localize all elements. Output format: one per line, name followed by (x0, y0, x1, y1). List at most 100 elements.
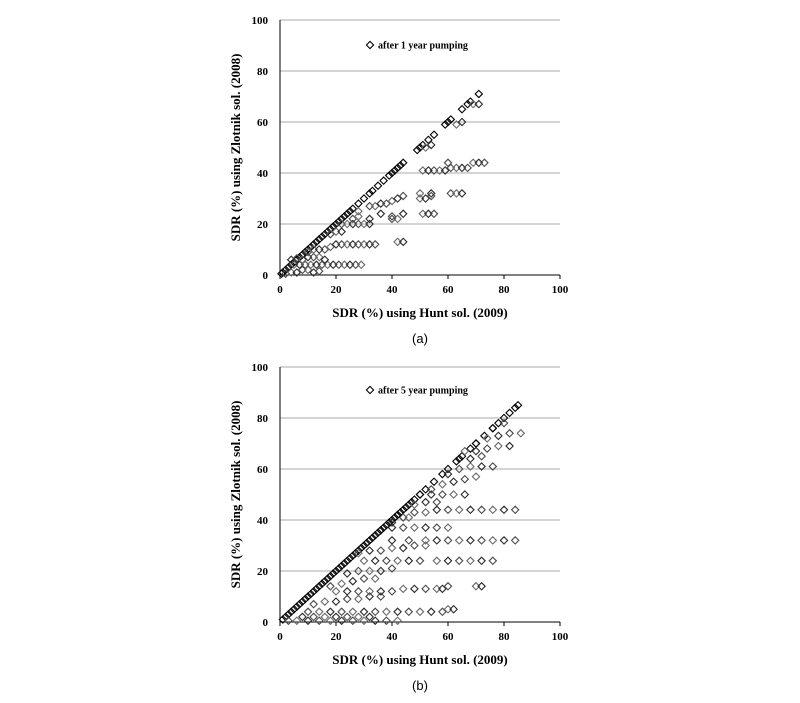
data-point (421, 497, 430, 507)
data-point (443, 604, 453, 614)
data-point (432, 497, 442, 507)
data-point (345, 553, 355, 563)
data-point (348, 204, 358, 214)
data-point (488, 505, 498, 515)
data-point (281, 265, 290, 275)
data-point (348, 240, 358, 249)
data-point (337, 561, 346, 571)
y-tick-label: 80 (257, 66, 269, 78)
data-point (429, 166, 439, 175)
data-point (387, 587, 397, 596)
data-point (471, 446, 481, 456)
data-point (306, 260, 316, 270)
data-point (359, 541, 369, 550)
data-point (429, 477, 439, 487)
y-axis-title: SDR (%) using Zlotnik sol. (2008) (228, 54, 243, 242)
data-point (359, 219, 369, 229)
data-point (354, 240, 363, 249)
data-point (331, 597, 341, 606)
data-point (359, 194, 369, 203)
x-axis-title: SDR (%) using Hunt sol. (2009) (332, 305, 508, 320)
data-point (303, 616, 313, 626)
data-point (340, 558, 349, 568)
data-point (398, 543, 408, 553)
data-point (443, 469, 453, 479)
y-tick-label: 20 (257, 219, 269, 231)
x-tick-label: 80 (499, 631, 511, 643)
data-point (432, 584, 442, 594)
data-point (376, 546, 386, 555)
data-point (468, 158, 478, 168)
data-point (412, 145, 422, 155)
data-point (314, 266, 324, 276)
data-point (393, 510, 402, 520)
data-point (494, 431, 503, 441)
data-point (326, 571, 335, 581)
data-point (337, 214, 346, 224)
data-point (298, 612, 307, 622)
data-point (312, 237, 321, 247)
data-point (471, 439, 481, 448)
data-point (393, 237, 402, 247)
data-point (421, 523, 430, 533)
data-point (348, 576, 358, 586)
data-point (429, 130, 439, 140)
data-point (342, 612, 352, 622)
data-point (398, 237, 408, 247)
data-point (513, 400, 523, 410)
data-point (298, 250, 307, 259)
data-point (393, 163, 402, 173)
data-point (477, 505, 486, 515)
data-point (454, 464, 464, 474)
data-point (354, 587, 363, 596)
data-point (376, 199, 386, 208)
data-point (443, 556, 453, 566)
data-point (370, 530, 380, 540)
data-point (376, 592, 386, 601)
data-point (499, 413, 509, 423)
data-point (421, 541, 430, 550)
data-point (359, 607, 369, 617)
data-point (326, 242, 335, 252)
data-point (292, 254, 302, 263)
data-point (342, 219, 352, 229)
data-point (348, 616, 358, 626)
data-point (418, 166, 428, 175)
legend-marker (365, 40, 375, 50)
data-point (354, 199, 363, 208)
data-point (463, 99, 472, 109)
y-tick-label: 100 (252, 362, 269, 374)
data-point (328, 569, 338, 578)
data-point (337, 227, 346, 237)
data-point (415, 607, 425, 617)
data-point (443, 464, 453, 474)
data-point (317, 579, 327, 589)
data-point (505, 428, 514, 438)
data-point (398, 191, 408, 201)
data-point (351, 548, 360, 558)
data-point (382, 520, 391, 530)
data-point (373, 181, 383, 191)
y-tick-label: 40 (257, 515, 269, 527)
data-point (510, 505, 520, 515)
data-point (410, 500, 419, 510)
data-point (477, 451, 486, 461)
data-point (477, 581, 486, 591)
y-tick-label: 20 (257, 566, 269, 578)
data-point (454, 505, 464, 515)
data-point (387, 536, 397, 545)
data-point (323, 574, 332, 584)
data-point (404, 556, 414, 566)
data-point (337, 616, 346, 626)
data-point (468, 99, 478, 109)
data-point (331, 566, 341, 576)
data-point (438, 469, 447, 479)
x-tick-label: 0 (277, 631, 283, 643)
data-point (488, 556, 498, 566)
data-point (359, 556, 369, 566)
data-point (443, 117, 453, 127)
data-point (376, 587, 386, 596)
data-point (454, 454, 464, 464)
data-point (454, 536, 464, 545)
